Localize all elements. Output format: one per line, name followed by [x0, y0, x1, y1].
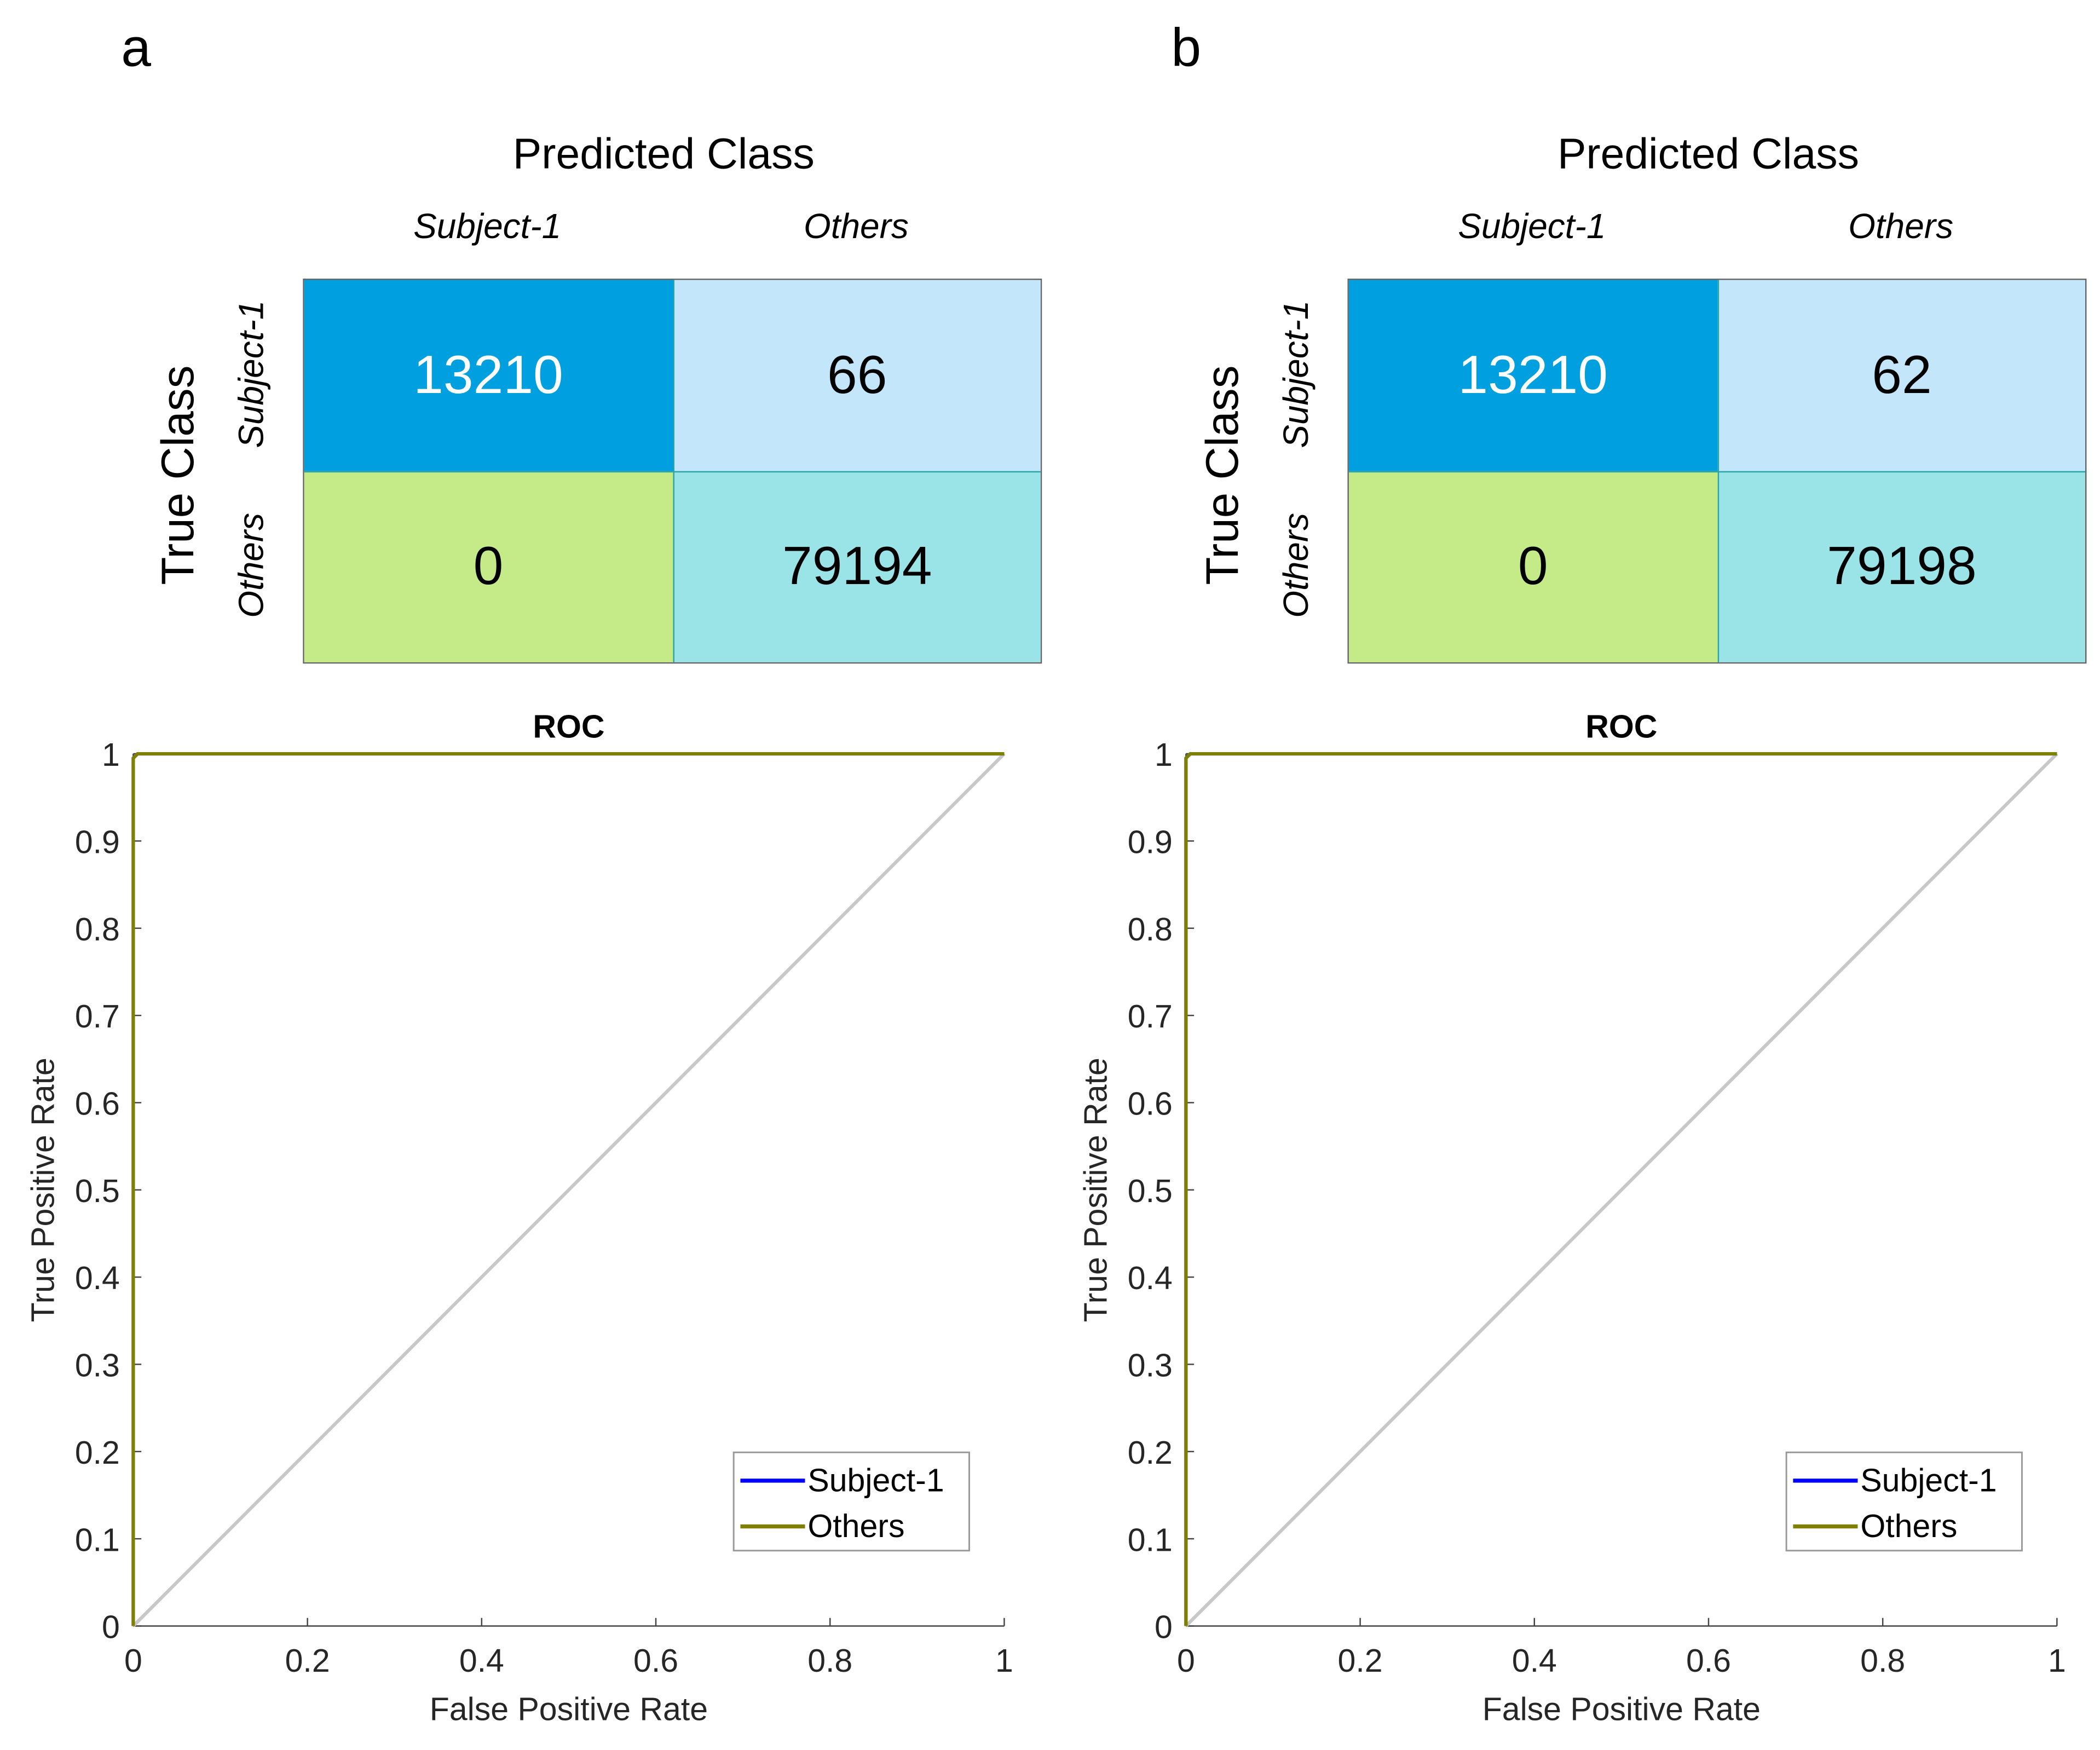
y-tick-label: 0.8 [75, 911, 120, 948]
x-axis-label: False Positive Rate [430, 1691, 708, 1728]
y-tick-label: 1 [102, 737, 120, 773]
matrix-cell: 13210 [304, 280, 673, 471]
y-tick-label: 0.6 [75, 1086, 120, 1122]
y-tick-label: 0 [1155, 1609, 1173, 1645]
x-tick-label: 0.2 [285, 1643, 330, 1679]
y-tick-label: 0 [102, 1609, 120, 1645]
row-label-others: Others [1275, 512, 1316, 618]
matrix-cell: 62 [1717, 280, 2085, 471]
x-tick-label: 0 [124, 1643, 142, 1679]
legend-label: Subject-1 [1860, 1463, 1997, 1499]
y-tick-label: 0.3 [75, 1348, 120, 1384]
predicted-class-title: Predicted Class [512, 129, 815, 178]
y-tick-label: 0.4 [75, 1260, 120, 1296]
column-label-subject-1: Subject-1 [413, 206, 562, 246]
legend [1785, 1451, 2023, 1552]
y-tick-label: 0.1 [75, 1522, 120, 1558]
y-tick-label: 0.5 [1128, 1173, 1173, 1209]
y-tick-label: 0.9 [1128, 824, 1173, 860]
panel-label: b [1171, 19, 1202, 78]
x-tick-label: 1 [995, 1643, 1013, 1679]
column-label-others: Others [1848, 206, 1954, 246]
matrix-cell: 79198 [1717, 471, 2085, 662]
x-axis-label: False Positive Rate [1482, 1691, 1761, 1728]
y-tick-label: 0.6 [1128, 1086, 1173, 1122]
confusion-matrix: 13210 66 0 79194 [303, 279, 1042, 664]
roc-chart: 0 0.2 0.4 0.6 0.8 1 0 0.1 0.2 0.3 0.4 0.5 0.6 0.7 0.8 0… [25, 709, 1013, 1728]
panel-a: a Predicted Class Subject-1 Others True Clas… [0, 0, 1050, 1742]
y-tick-label: 0.2 [75, 1435, 120, 1471]
panel-b: b Predicted Class Subject-1 Others True Clas… [1045, 0, 2095, 1742]
x-tick-label: 0.4 [1512, 1643, 1557, 1679]
legend [732, 1451, 970, 1552]
legend-label: Subject-1 [807, 1463, 944, 1499]
x-tick-label: 1 [2048, 1643, 2066, 1679]
y-axis-label: True Positive Rate [25, 1058, 61, 1322]
x-tick-label: 0 [1177, 1643, 1195, 1679]
true-class-title: True Class [1197, 365, 1249, 585]
legend-box [1785, 1451, 2023, 1552]
panel-label: a [121, 19, 152, 78]
x-tick-label: 0.6 [633, 1643, 678, 1679]
y-tick-label: 0.8 [1128, 911, 1173, 948]
chart-title: ROC [1585, 709, 1657, 745]
x-tick-label: 0.6 [1686, 1643, 1731, 1679]
y-tick-label: 1 [1155, 737, 1173, 773]
confusion-matrix: 13210 62 0 79198 [1347, 279, 2087, 664]
matrix-cell: 0 [1348, 471, 1717, 662]
y-tick-label: 0.7 [75, 998, 120, 1035]
legend-label: Others [1860, 1508, 1957, 1544]
roc-curve-others [1184, 752, 2057, 1626]
y-axis-label: True Positive Rate [1077, 1058, 1114, 1322]
column-label-subject-1: Subject-1 [1458, 206, 1606, 246]
y-tick-label: 0.3 [1128, 1348, 1173, 1384]
chance-diagonal [132, 752, 1006, 1627]
predicted-class-title: Predicted Class [1557, 129, 1859, 178]
matrix-cell: 79194 [672, 471, 1041, 662]
x-tick-label: 0.8 [807, 1643, 852, 1679]
true-class-title: True Class [153, 365, 204, 585]
legend-box [732, 1451, 970, 1552]
y-tick-label: 0.9 [75, 824, 120, 860]
row-label-others: Others [230, 512, 272, 618]
chart-title: ROC [533, 709, 604, 745]
matrix-cell: 0 [304, 471, 673, 662]
y-tick-label: 0.7 [1128, 998, 1173, 1035]
y-tick-label: 0.1 [1128, 1522, 1173, 1558]
row-label-subject-1: Subject-1 [1275, 300, 1316, 448]
legend-label: Others [807, 1508, 904, 1544]
y-tick-label: 0.5 [75, 1173, 120, 1209]
x-tick-label: 0.8 [1860, 1643, 1905, 1679]
chance-diagonal [1185, 752, 2058, 1627]
roc-chart: 0 0.2 0.4 0.6 0.8 1 0 0.1 0.2 0.3 0.4 0.5 0.6 0.7 0.8 0… [1077, 709, 2066, 1728]
x-tick-label: 0.4 [459, 1643, 504, 1679]
x-tick-label: 0.2 [1338, 1643, 1383, 1679]
y-tick-label: 0.4 [1128, 1260, 1173, 1296]
row-label-subject-1: Subject-1 [230, 300, 272, 448]
y-tick-label: 0.2 [1128, 1435, 1173, 1471]
column-label-others: Others [803, 206, 909, 246]
matrix-cell: 66 [672, 280, 1041, 471]
matrix-cell: 13210 [1348, 280, 1717, 471]
roc-curve-others [131, 752, 1005, 1626]
